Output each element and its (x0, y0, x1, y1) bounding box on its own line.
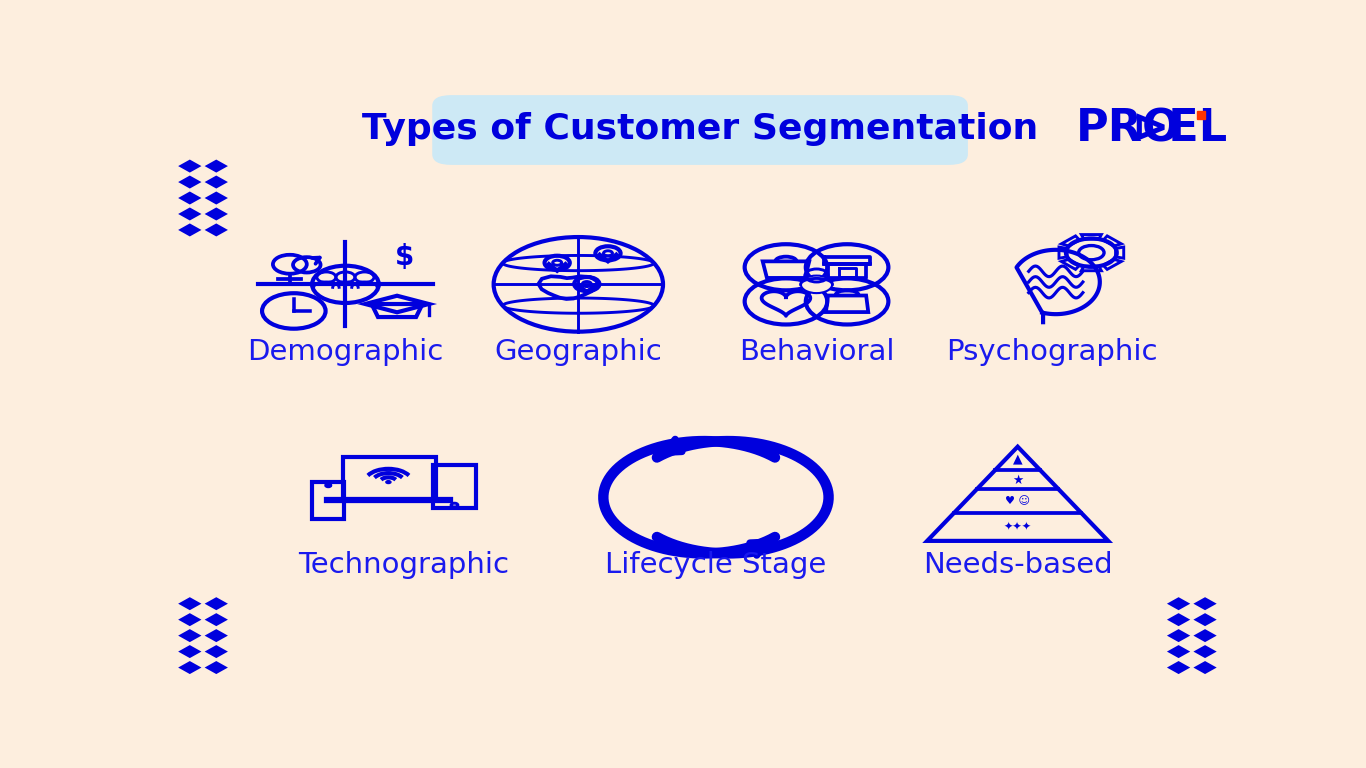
Polygon shape (205, 645, 228, 658)
Text: Technographic: Technographic (298, 551, 510, 579)
Polygon shape (1194, 629, 1217, 642)
Polygon shape (205, 598, 228, 611)
Polygon shape (1194, 613, 1217, 626)
Text: Needs-based: Needs-based (923, 551, 1112, 579)
Text: Demographic: Demographic (247, 339, 444, 366)
Text: ♥ ☺: ♥ ☺ (1005, 496, 1030, 506)
Text: Types of Customer Segmentation: Types of Customer Segmentation (362, 112, 1038, 147)
Polygon shape (205, 629, 228, 642)
Polygon shape (178, 598, 201, 611)
Polygon shape (178, 191, 201, 204)
Text: PRO: PRO (1076, 108, 1180, 151)
Polygon shape (205, 191, 228, 204)
Text: Geographic: Geographic (494, 339, 663, 366)
Polygon shape (205, 223, 228, 237)
Text: Lifecycle Stage: Lifecycle Stage (605, 551, 826, 579)
Polygon shape (1167, 613, 1190, 626)
Circle shape (385, 481, 391, 484)
Text: Behavioral: Behavioral (739, 339, 895, 366)
Polygon shape (1167, 598, 1190, 611)
Polygon shape (205, 207, 228, 220)
Circle shape (800, 276, 832, 293)
Text: ⊳EL: ⊳EL (1131, 108, 1227, 151)
Polygon shape (178, 661, 201, 674)
Polygon shape (178, 207, 201, 220)
Text: ▲: ▲ (1012, 452, 1023, 465)
Polygon shape (178, 176, 201, 189)
Polygon shape (178, 629, 201, 642)
FancyBboxPatch shape (432, 95, 968, 165)
Polygon shape (178, 160, 201, 173)
Polygon shape (178, 645, 201, 658)
Polygon shape (1194, 598, 1217, 611)
Polygon shape (1167, 629, 1190, 642)
Text: ★: ★ (1012, 474, 1023, 487)
Polygon shape (1194, 661, 1217, 674)
Text: Psychographic: Psychographic (945, 339, 1157, 366)
Polygon shape (205, 661, 228, 674)
Polygon shape (178, 223, 201, 237)
Polygon shape (178, 613, 201, 626)
Text: $: $ (395, 243, 415, 271)
Polygon shape (1167, 645, 1190, 658)
Polygon shape (205, 160, 228, 173)
Polygon shape (205, 176, 228, 189)
Polygon shape (205, 613, 228, 626)
Text: ✦✦✦: ✦✦✦ (1004, 521, 1031, 531)
Polygon shape (1194, 645, 1217, 658)
Polygon shape (1167, 661, 1190, 674)
